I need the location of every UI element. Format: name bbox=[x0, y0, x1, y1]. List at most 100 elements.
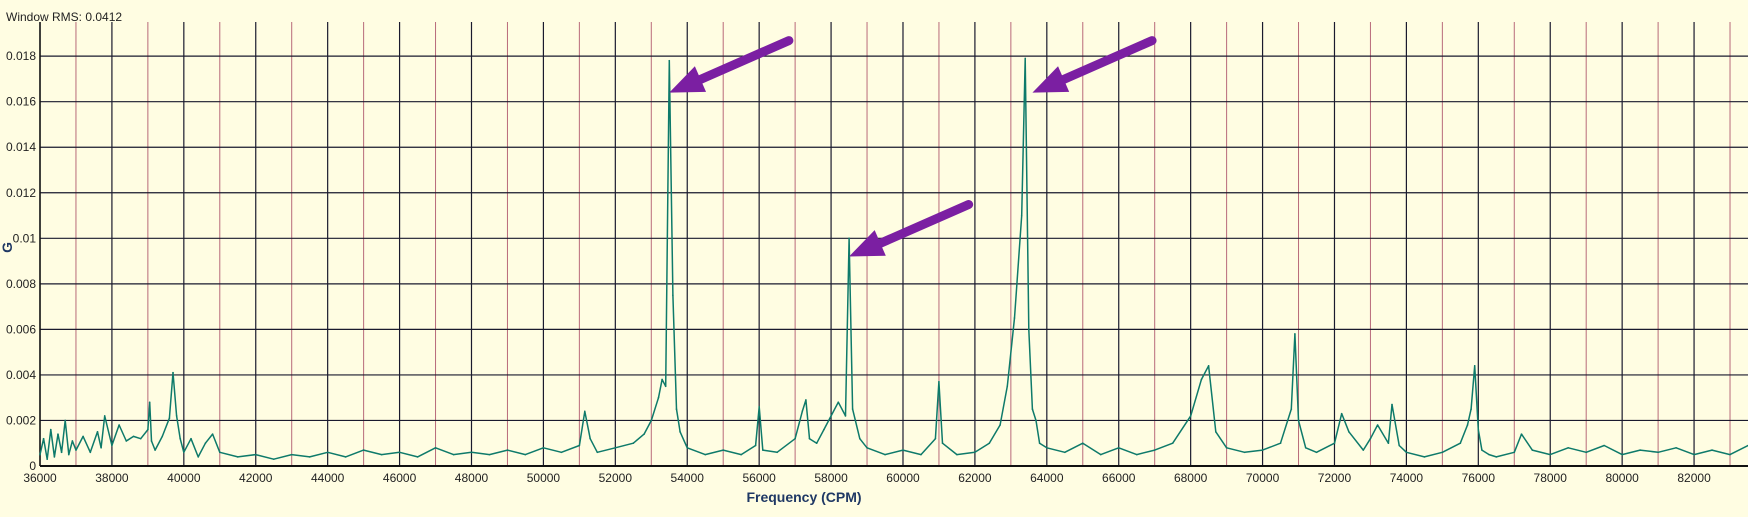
x-tick-label: 58000 bbox=[814, 471, 848, 485]
data-point bbox=[1215, 431, 1217, 433]
x-tick-label: 74000 bbox=[1390, 471, 1424, 485]
peak-arrow bbox=[1032, 36, 1157, 93]
data-point bbox=[190, 437, 192, 440]
data-point bbox=[1081, 442, 1084, 445]
data-point bbox=[1513, 451, 1516, 454]
data-point bbox=[1243, 451, 1246, 454]
data-point bbox=[1297, 419, 1300, 422]
x-tick-label: 50000 bbox=[527, 471, 561, 485]
y-tick-label: 0.012 bbox=[6, 186, 36, 200]
data-point bbox=[1470, 408, 1472, 410]
x-tick-label: 36000 bbox=[23, 471, 57, 485]
y-tick-label: 0.016 bbox=[6, 95, 36, 109]
y-tick-label: 0.006 bbox=[6, 322, 36, 336]
data-point bbox=[675, 408, 678, 410]
data-point bbox=[1315, 451, 1318, 454]
x-tick-label: 62000 bbox=[958, 471, 992, 485]
x-tick-label: 82000 bbox=[1677, 471, 1711, 485]
data-point bbox=[754, 444, 757, 447]
data-point bbox=[204, 442, 207, 445]
data-point bbox=[254, 453, 257, 456]
data-point bbox=[150, 440, 153, 442]
data-point bbox=[1013, 317, 1016, 319]
data-point bbox=[805, 399, 807, 401]
data-point bbox=[42, 437, 45, 440]
data-point bbox=[934, 437, 937, 440]
data-point bbox=[524, 453, 527, 456]
y-tick-label: 0.01 bbox=[13, 231, 37, 245]
data-point bbox=[1200, 378, 1203, 381]
data-point bbox=[801, 410, 804, 413]
data-point bbox=[172, 371, 174, 374]
data-point bbox=[67, 453, 70, 456]
data-point bbox=[1304, 446, 1307, 449]
data-point bbox=[722, 449, 724, 451]
data-point bbox=[1006, 385, 1009, 388]
data-point bbox=[272, 458, 275, 460]
data-point bbox=[815, 442, 818, 445]
arrow-head bbox=[1032, 66, 1070, 93]
data-point bbox=[1711, 449, 1713, 451]
data-point bbox=[1531, 449, 1534, 451]
data-point bbox=[794, 437, 796, 440]
data-point bbox=[197, 456, 200, 458]
data-point bbox=[111, 444, 113, 447]
data-point bbox=[1290, 408, 1293, 410]
data-point bbox=[808, 437, 811, 440]
arrow-head bbox=[669, 66, 707, 93]
y-tick-label: 0.014 bbox=[6, 140, 36, 154]
data-point bbox=[1481, 449, 1483, 451]
data-point bbox=[1488, 453, 1490, 456]
spectrum-line bbox=[39, 57, 1748, 460]
data-point bbox=[1207, 365, 1210, 367]
data-point bbox=[776, 451, 778, 454]
data-point bbox=[1340, 412, 1343, 415]
data-point bbox=[740, 453, 742, 456]
data-point bbox=[884, 453, 886, 456]
data-point bbox=[49, 428, 52, 431]
data-point bbox=[1369, 437, 1372, 440]
x-tick-label: 56000 bbox=[742, 471, 776, 485]
grid bbox=[39, 22, 1748, 466]
data-point bbox=[1549, 453, 1552, 456]
data-point bbox=[125, 440, 128, 442]
data-point bbox=[1261, 449, 1264, 451]
data-point bbox=[82, 435, 84, 438]
data-point bbox=[632, 442, 635, 445]
data-point bbox=[1225, 446, 1228, 449]
data-point bbox=[168, 417, 171, 419]
data-point bbox=[1391, 403, 1393, 406]
x-tick-label: 64000 bbox=[1030, 471, 1064, 485]
data-point bbox=[148, 401, 151, 404]
data-point bbox=[175, 415, 178, 417]
data-point bbox=[1473, 365, 1476, 367]
data-point bbox=[1387, 442, 1390, 445]
data-point bbox=[103, 415, 106, 417]
data-point bbox=[118, 424, 120, 426]
data-point bbox=[308, 456, 311, 458]
y-axis-title: G bbox=[0, 242, 15, 253]
arrow-shaft bbox=[688, 36, 794, 88]
data-point bbox=[1405, 451, 1408, 454]
data-point bbox=[1376, 424, 1379, 426]
data-point bbox=[64, 419, 66, 422]
data-point bbox=[1294, 333, 1296, 335]
data-point bbox=[488, 453, 491, 456]
data-point bbox=[57, 433, 59, 435]
data-point bbox=[583, 410, 586, 413]
data-point bbox=[326, 451, 329, 454]
x-tick-label: 80000 bbox=[1605, 471, 1639, 485]
data-point bbox=[154, 449, 156, 451]
series-layer bbox=[39, 57, 1748, 460]
y-tick-label: 0.018 bbox=[6, 49, 36, 63]
data-point bbox=[211, 433, 214, 435]
y-tick-label: 0 bbox=[29, 459, 36, 473]
data-point bbox=[1639, 449, 1641, 451]
y-tick-label: 0.004 bbox=[6, 368, 36, 382]
data-point bbox=[866, 446, 868, 449]
data-point bbox=[53, 456, 56, 458]
data-point bbox=[1046, 446, 1048, 449]
data-point bbox=[902, 449, 904, 451]
data-point bbox=[1621, 453, 1623, 456]
data-point bbox=[643, 433, 645, 435]
